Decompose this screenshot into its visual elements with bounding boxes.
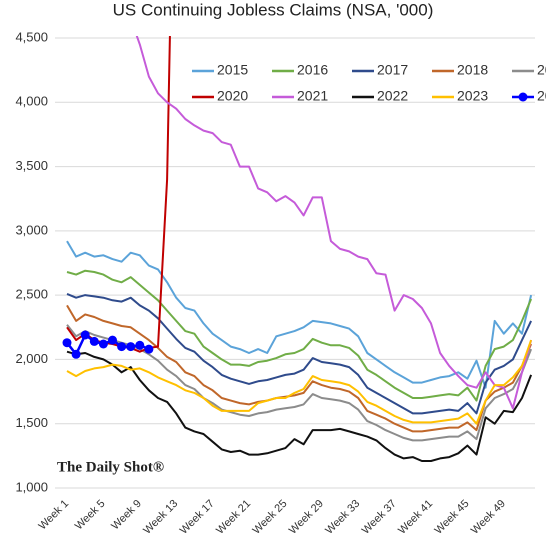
legend-label: 2018 [457, 62, 488, 78]
watermark: The Daily Shot® [57, 459, 164, 475]
y-tick-label: 4,000 [15, 94, 48, 109]
series-marker [135, 340, 145, 350]
series-marker [89, 336, 99, 346]
legend-label: 2019 [537, 62, 546, 78]
x-tick-label: Week 17 [178, 498, 217, 537]
y-tick-label: 2,000 [15, 351, 48, 366]
series-marker [117, 342, 127, 352]
legend-label: 2024 [537, 88, 546, 104]
x-tick-label: Week 9 [109, 498, 144, 533]
x-tick-label: Week 21 [214, 498, 253, 537]
legend-label: 2017 [377, 62, 408, 78]
y-tick-label: 3,500 [15, 158, 48, 173]
series-marker [144, 344, 154, 354]
x-tick-label: Week 41 [396, 498, 435, 537]
plot-area [62, 36, 533, 462]
y-tick-label: 1,000 [15, 479, 48, 494]
legend-marker [518, 92, 528, 102]
series-line [66, 304, 533, 433]
series-marker [126, 342, 136, 352]
x-tick-label: Week 33 [323, 498, 362, 537]
series-line [66, 339, 533, 425]
series-line [66, 269, 533, 402]
series-marker [108, 335, 117, 345]
y-tick-label: 2,500 [15, 287, 48, 302]
legend-label: 2020 [217, 88, 248, 104]
series-marker [80, 330, 90, 340]
y-tick-label: 1,500 [15, 415, 48, 430]
series-line [66, 333, 150, 356]
series-line [66, 240, 533, 389]
y-tick-label: 4,500 [15, 29, 48, 44]
legend-label: 2022 [377, 88, 408, 104]
x-tick-label: Week 29 [287, 498, 326, 537]
series-line [66, 324, 533, 442]
x-tick-label: Week 13 [141, 498, 180, 537]
series-line [135, 36, 533, 410]
series-marker [62, 338, 72, 348]
series-marker [71, 349, 81, 359]
x-tick-label: Week 25 [251, 498, 290, 537]
series-line [66, 36, 171, 353]
legend-label: 2016 [297, 62, 328, 78]
legend-label: 2015 [217, 62, 248, 78]
x-tick-label: Week 49 [469, 498, 508, 537]
x-tick-label: Week 45 [433, 498, 472, 537]
legend-label: 2021 [297, 88, 328, 104]
chart-title: US Continuing Jobless Claims (NSA, '000) [113, 0, 434, 19]
y-tick-label: 3,000 [15, 222, 48, 237]
series-line [66, 350, 533, 462]
x-tick-label: Week 5 [73, 498, 108, 533]
legend-label: 2023 [457, 88, 488, 104]
series-line [66, 292, 533, 415]
x-tick-label: Week 37 [360, 498, 399, 537]
x-tick-label: Week 1 [36, 498, 71, 533]
series-marker [98, 339, 108, 349]
